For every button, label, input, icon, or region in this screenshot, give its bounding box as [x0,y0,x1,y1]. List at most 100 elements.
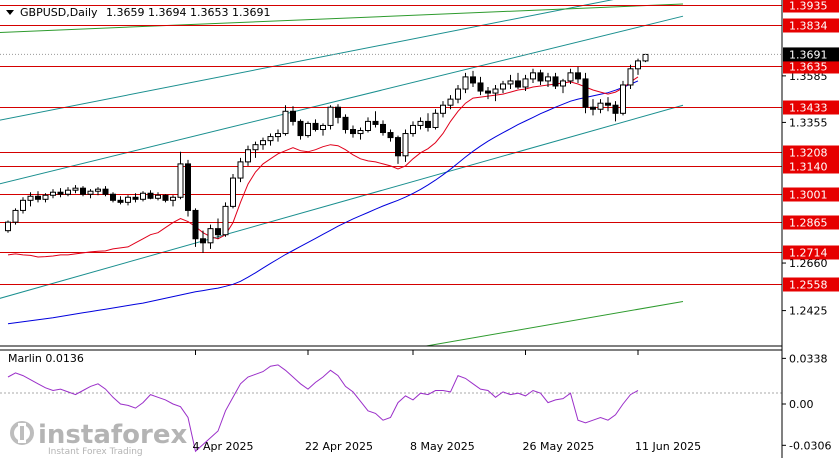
watermark-brand: instaforex [38,420,188,450]
time-tick-label: 11 Jun 2025 [635,440,701,453]
candle-body-up [12,209,19,223]
candle-body-down [575,72,581,80]
candle-body-down [290,110,296,122]
time-tick-label: 4 Apr 2025 [193,440,254,453]
candle-body-up [245,149,251,163]
candle [230,174,236,209]
candle-body-down [200,238,206,244]
chart-header: GBPUSD,Daily 1.3659 1.3694 1.3653 1.3691 [6,6,270,19]
candle-body-up [252,144,259,151]
oscillator-line [7,364,639,453]
candle-body-up [447,98,454,106]
candle [590,99,596,116]
candle-body-up [5,221,11,232]
candle-body-up [95,188,101,192]
instaforex-logo-icon [10,421,34,445]
candle-body-up [357,130,364,135]
candle [65,187,71,197]
candle-body-up [42,194,49,200]
oscillator-pane[interactable]: Marlin 0.0136 [0,352,782,453]
candle-body-down [297,120,304,137]
candle [312,119,319,132]
candle-body-up [597,102,604,110]
candle-body-up [635,60,641,70]
time-axis[interactable]: 4 Apr 2025 22 Apr 2025 8 May 2025 26 May 20… [193,350,702,453]
candle-body-up [65,189,71,195]
candle-body-down [612,104,619,114]
candle [192,208,199,247]
candle-body-down [117,199,124,203]
candle [222,202,229,237]
time-ticks: 4 Apr 2025 22 Apr 2025 8 May 2025 26 May 20… [193,350,701,453]
channel-line-teal [0,15,684,185]
candle [102,186,109,197]
candle [50,189,56,199]
candle [530,68,536,83]
candle-body-up [327,106,334,126]
candle [552,72,559,90]
candle-body-down [485,90,491,94]
candle [342,114,349,134]
candle [42,193,49,203]
candle-body-up [492,88,499,94]
candle [177,151,184,200]
chevron-down-icon[interactable] [6,10,14,15]
candle-body-up [365,120,371,132]
candle [267,133,274,146]
candle [470,70,476,88]
candle-body-down [312,122,319,130]
candle [447,95,454,110]
candle [162,194,169,203]
candle-body-up [170,196,176,201]
candle [260,137,266,150]
price-pane[interactable] [0,0,782,347]
candle-body-up [87,190,94,195]
candle-body-up [440,104,446,114]
oscillator-series [7,364,639,453]
candle [372,111,379,128]
candle-body-up [267,136,274,142]
candle [237,157,244,183]
candle-body-up [275,133,281,138]
candle [252,141,259,158]
candle [305,121,311,138]
candle-body-down [132,196,139,200]
candle [410,121,416,137]
candle-body-down [215,228,221,236]
current-price-label: 1.3691 [789,48,828,61]
candle-body-down [515,80,521,88]
candle-body-up [72,187,79,191]
candle-body-down [380,123,386,134]
candle [612,101,619,122]
candle [245,145,251,166]
candle-body-down [192,209,199,240]
candle [597,99,604,114]
time-tick-label: 22 Apr 2025 [305,440,373,453]
candle [395,135,401,164]
candle [275,129,281,142]
oscillator-axis: 0.0338 0.00 -0.0306 [782,352,831,452]
level-label-bg [783,245,839,260]
candle [515,72,521,90]
candle-body-up [522,78,529,88]
candle [5,220,11,233]
candle-body-up [282,110,289,135]
candle [95,187,101,196]
candle-body-up [237,161,244,179]
candle-body-up [560,80,566,87]
level-label-bg [783,277,839,292]
candle [500,80,506,94]
candle-body-down [35,195,41,200]
level-label-bg [783,100,839,115]
candle-body-down [372,120,379,125]
candle [627,64,634,90]
candle [545,72,551,88]
candle-body-up [222,205,229,236]
candle-body-up [140,192,146,200]
candle [207,224,214,249]
oscillator-tick-label: -0.0306 [789,439,831,452]
candle [635,58,641,75]
